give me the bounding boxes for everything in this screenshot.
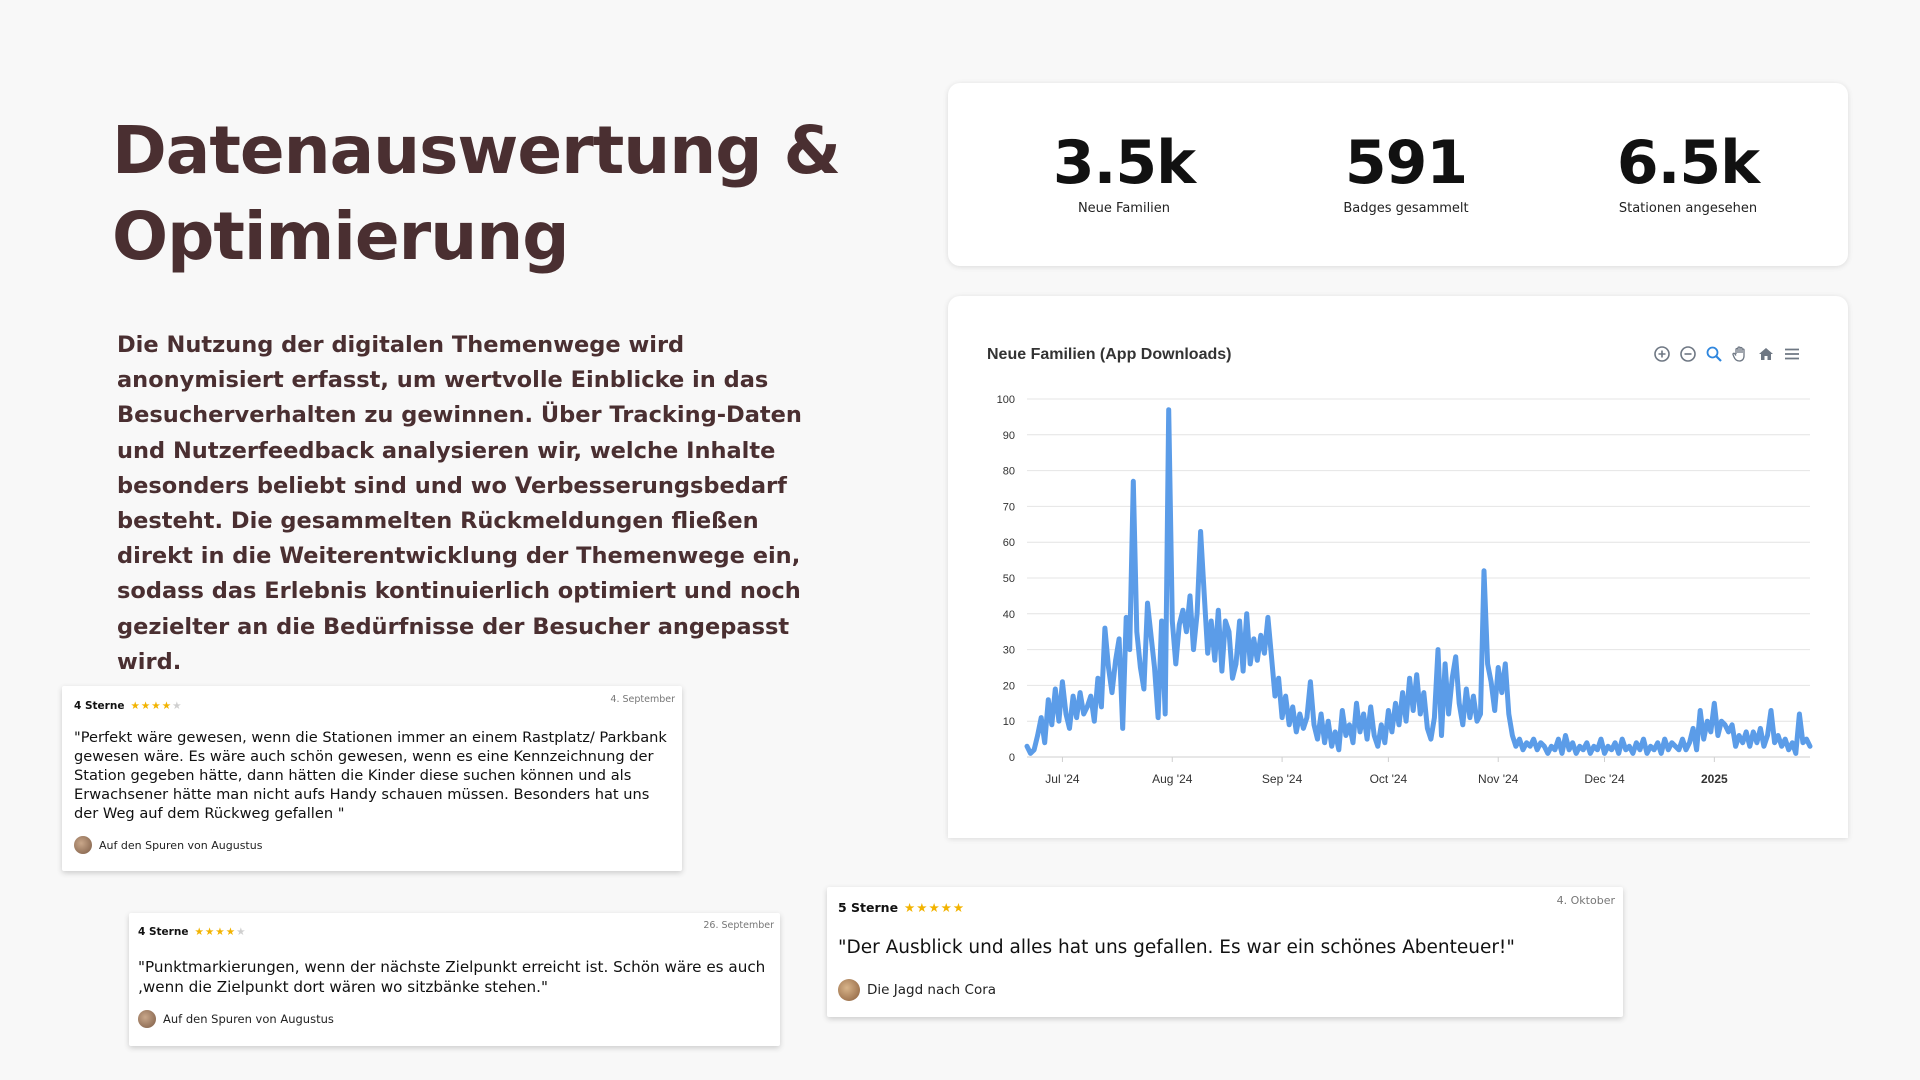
y-tick-label: 70 <box>1003 501 1015 513</box>
y-tick-label: 100 <box>997 394 1015 406</box>
review-card: 4 Sterne ★★★★★ 4. September "Perfekt wär… <box>62 686 682 871</box>
x-tick-label: Dec '24 <box>1584 772 1625 786</box>
chart-toolbar <box>1652 344 1802 364</box>
zoom-selection-icon[interactable] <box>1704 344 1724 364</box>
review-author-name: Auf den Spuren von Augustus <box>163 1012 334 1026</box>
review-author: Auf den Spuren von Augustus <box>138 1010 334 1028</box>
stat-value: 6.5k <box>1616 128 1760 198</box>
star-rating-icon: ★★★★★ <box>130 700 183 712</box>
review-text: "Punktmarkierungen, wenn der nächste Zie… <box>138 958 766 996</box>
x-tick-label: Aug '24 <box>1152 772 1193 786</box>
review-date: 4. September <box>610 694 675 705</box>
pan-hand-icon[interactable] <box>1730 344 1750 364</box>
page-title: Datenauswertung & Optimierung <box>112 108 841 280</box>
review-rating-label: 4 Sterne <box>74 700 125 712</box>
y-tick-label: 30 <box>1003 645 1015 657</box>
review-author-name: Auf den Spuren von Augustus <box>99 838 263 852</box>
review-rating-label: 4 Sterne <box>138 926 189 938</box>
y-tick-label: 40 <box>1003 609 1015 621</box>
page-title-line-2: Optimierung <box>112 198 569 275</box>
review-card: 5 Sterne ★★★★★ 4. Oktober "Der Ausblick … <box>827 887 1623 1017</box>
review-text: "Der Ausblick und alles hat uns gefallen… <box>838 937 1515 958</box>
page-title-line-1: Datenauswertung & <box>112 112 841 189</box>
stat-value: 591 <box>1344 128 1468 198</box>
avatar <box>74 836 92 854</box>
line-chart[interactable]: 0 10 20 30 40 50 60 70 80 90 100 Jul '24 Aug '24 Sep … <box>948 296 1848 838</box>
zoom-in-icon[interactable] <box>1652 344 1672 364</box>
intro-paragraph: Die Nutzung der digitalen Themenwege wir… <box>117 332 802 675</box>
y-tick-label: 80 <box>1003 466 1015 478</box>
review-author-name: Die Jagd nach Cora <box>867 982 997 998</box>
chart-title: Neue Familien (App Downloads) <box>987 346 1232 363</box>
review-author: Auf den Spuren von Augustus <box>74 836 262 854</box>
stats-card: 3.5k Neue Familien 591 Badges gesammelt … <box>948 83 1848 266</box>
review-header: 5 Sterne ★★★★★ <box>838 900 965 915</box>
y-tick-label: 50 <box>1003 573 1015 585</box>
review-author: Die Jagd nach Cora <box>838 979 996 1001</box>
y-tick-label: 90 <box>1003 430 1015 442</box>
avatar <box>138 1010 156 1028</box>
review-rating-label: 5 Sterne <box>838 900 899 915</box>
avatar <box>838 979 860 1001</box>
stat-stations: 6.5k Stationen angesehen <box>1548 131 1828 216</box>
star-rating-icon: ★★★★★ <box>904 900 966 915</box>
star-rating-icon: ★★★★★ <box>194 926 247 938</box>
review-date: 4. Oktober <box>1556 894 1615 907</box>
review-text: "Perfekt wäre gewesen, wenn die Statione… <box>74 729 667 822</box>
stat-badges: 591 Badges gesammelt <box>1266 131 1546 216</box>
home-reset-icon[interactable] <box>1756 344 1776 364</box>
review-header: 4 Sterne ★★★★★ <box>74 700 183 712</box>
zoom-out-icon[interactable] <box>1678 344 1698 364</box>
chart-card: 0 10 20 30 40 50 60 70 80 90 100 Jul '24 Aug '24 Sep … <box>948 296 1848 838</box>
review-card: 4 Sterne ★★★★★ 26. September "Punktmarki… <box>129 913 780 1046</box>
review-date: 26. September <box>703 920 774 931</box>
x-tick-label: Sep '24 <box>1262 772 1303 786</box>
menu-icon[interactable] <box>1782 344 1802 364</box>
x-tick-label: Nov '24 <box>1478 772 1519 786</box>
series-line <box>1024 407 1813 756</box>
stat-new-families: 3.5k Neue Familien <box>984 131 1264 216</box>
stat-label: Neue Familien <box>1077 201 1171 216</box>
y-tick-label: 60 <box>1003 537 1015 549</box>
y-tick-label: 20 <box>1003 680 1015 692</box>
stat-value: 3.5k <box>1052 128 1196 198</box>
x-tick-label: Jul '24 <box>1045 772 1080 786</box>
y-tick-label: 10 <box>1003 716 1015 728</box>
x-tick-label: 2025 <box>1701 772 1728 786</box>
x-tick-label: Oct '24 <box>1370 772 1408 786</box>
stat-label: Badges gesammelt <box>1343 201 1469 216</box>
y-tick-label: 0 <box>1009 752 1015 764</box>
stat-label: Stationen angesehen <box>1618 201 1758 216</box>
review-header: 4 Sterne ★★★★★ <box>138 926 247 938</box>
